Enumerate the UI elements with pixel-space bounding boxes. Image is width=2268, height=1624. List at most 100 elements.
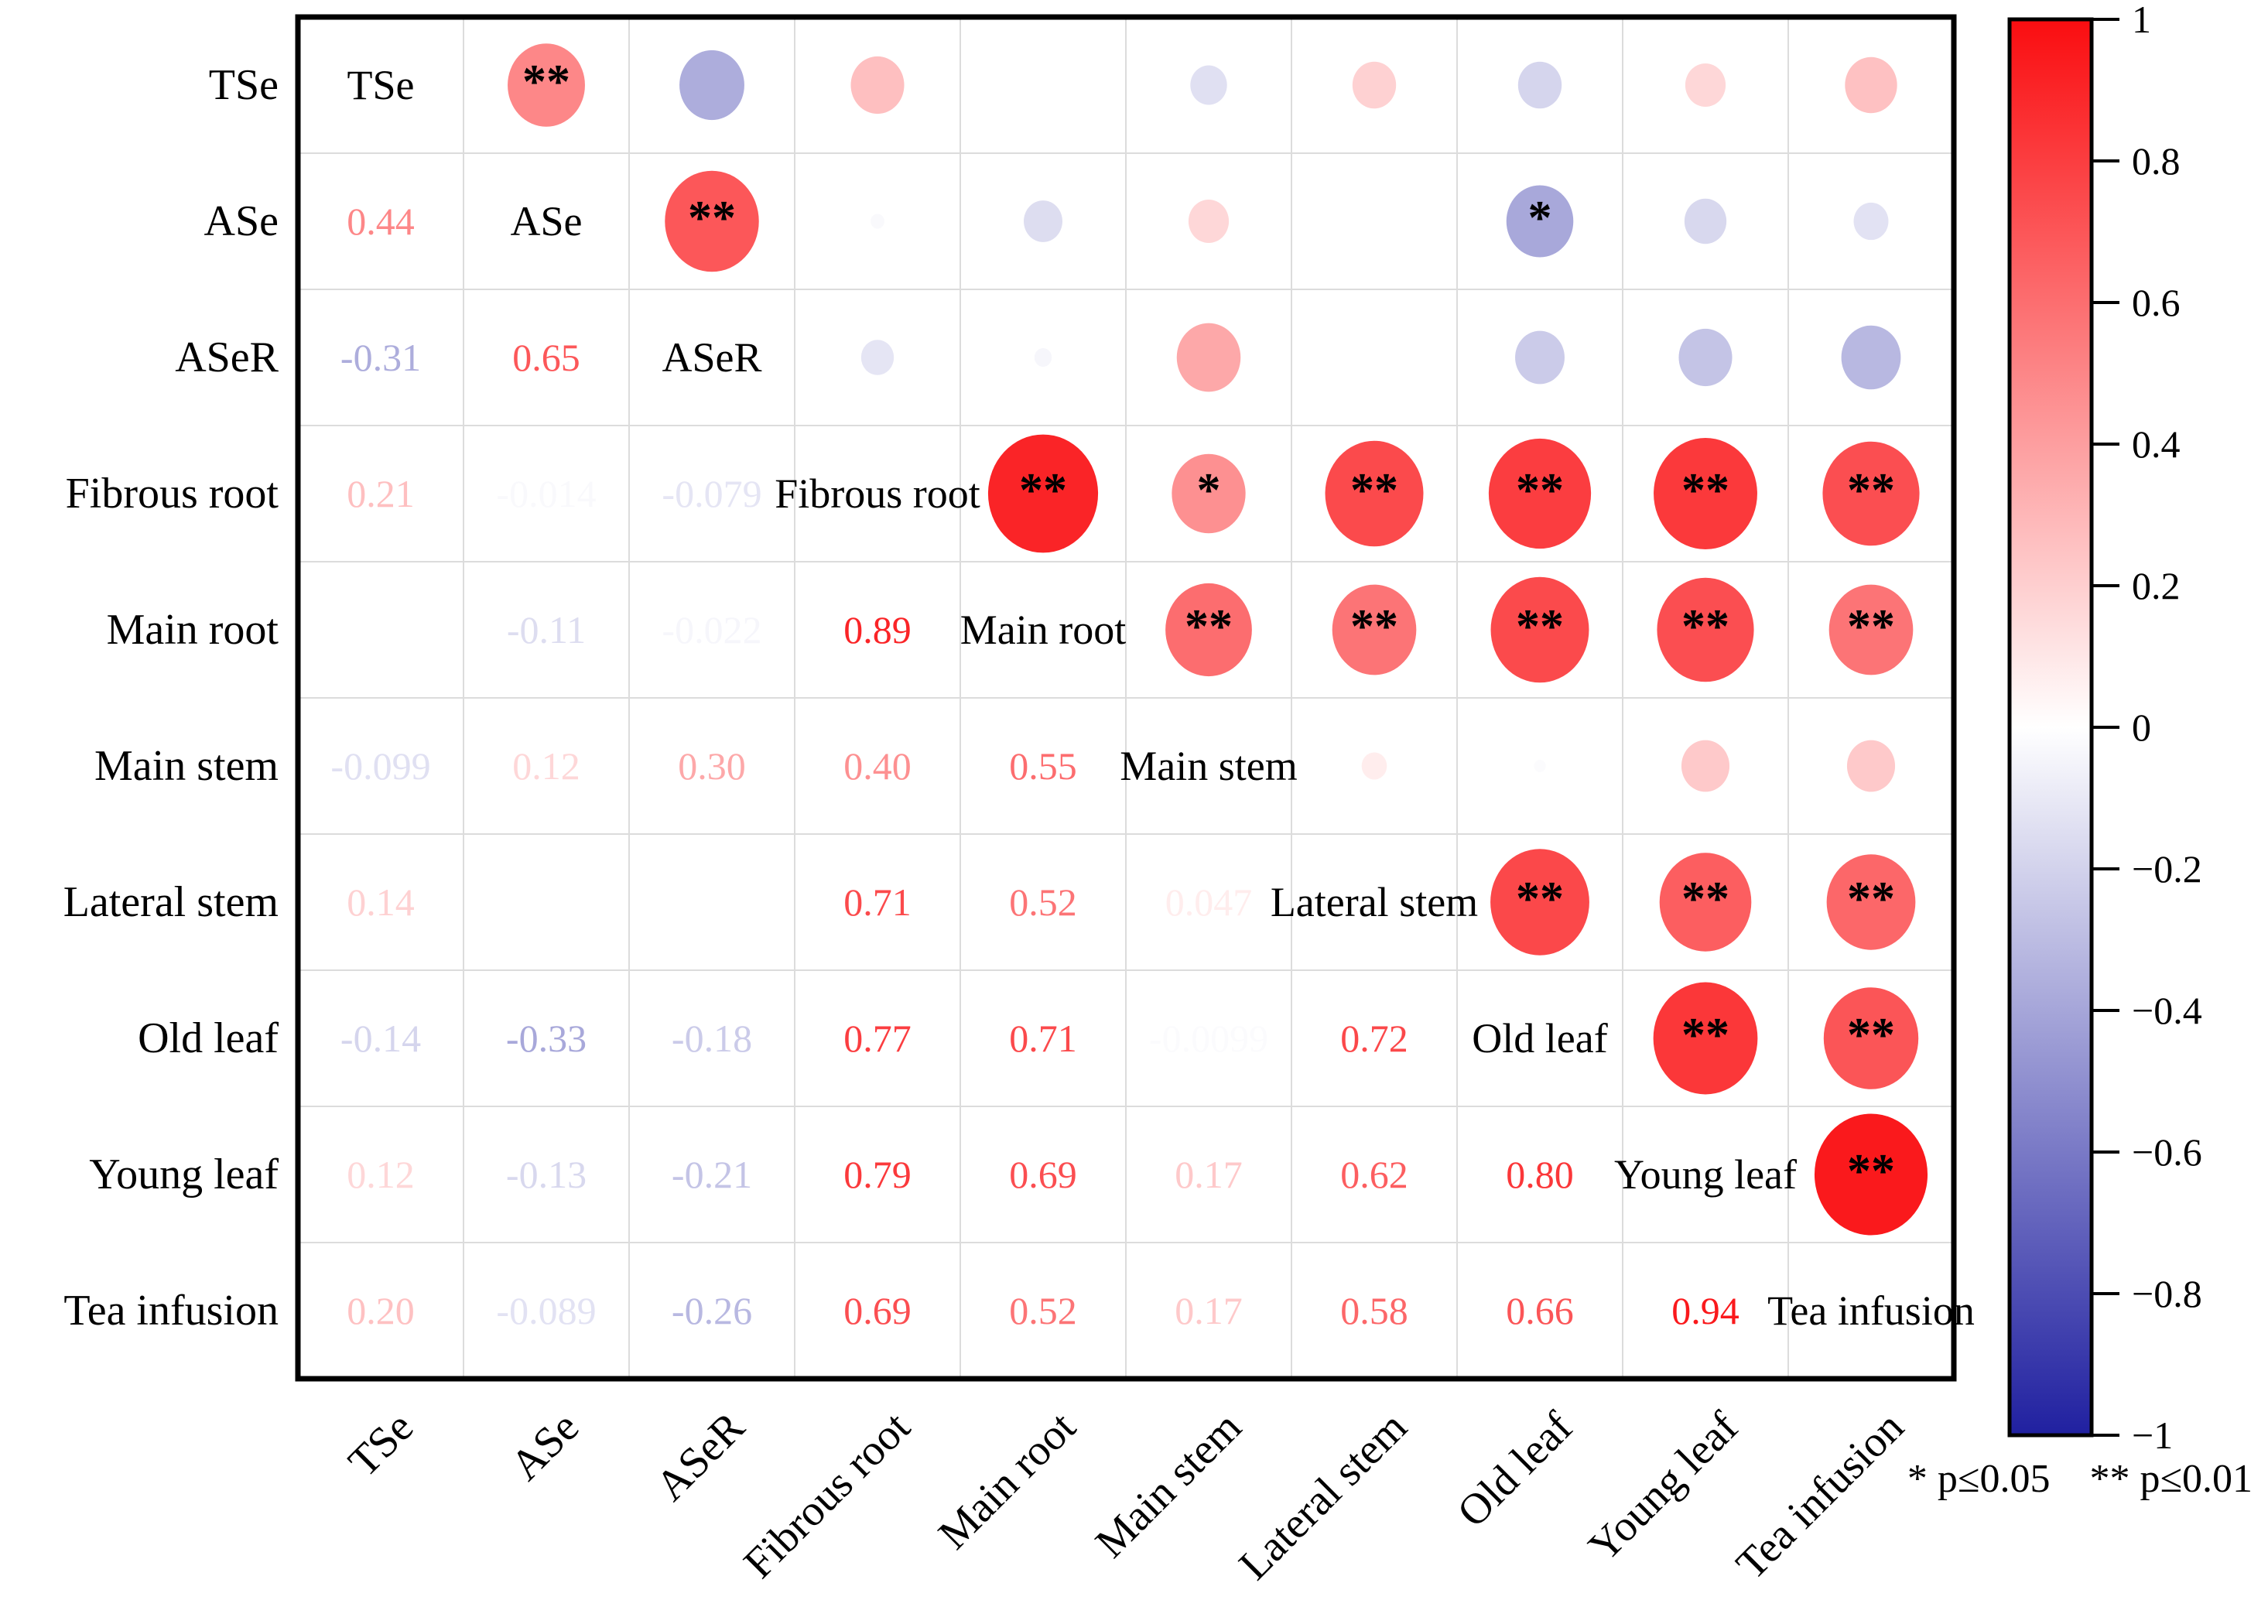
corr-value: 0.12 bbox=[512, 744, 580, 788]
corr-circle bbox=[850, 56, 905, 115]
corr-circle bbox=[987, 434, 1099, 553]
corr-circle bbox=[1490, 849, 1589, 956]
corr-circle bbox=[1488, 438, 1592, 549]
corr-value: -0.31 bbox=[340, 336, 421, 379]
column-label: Young leaf bbox=[1579, 1403, 1747, 1571]
corr-circle bbox=[1814, 1113, 1928, 1236]
column-label: Main stem bbox=[1086, 1403, 1250, 1567]
corr-value: 0.65 bbox=[512, 336, 580, 379]
corr-value: -0.079 bbox=[662, 472, 761, 515]
corr-value: 0.58 bbox=[1340, 1289, 1408, 1332]
significance-stars: ** bbox=[1681, 873, 1729, 925]
diagonal-label: Old leaf bbox=[1472, 1015, 1607, 1062]
column-label: Fibrous root bbox=[735, 1403, 920, 1588]
corr-circle bbox=[1190, 65, 1227, 105]
corr-value: 0.62 bbox=[1340, 1153, 1408, 1196]
significance-stars: ** bbox=[1516, 464, 1564, 517]
corr-circle bbox=[1678, 328, 1733, 387]
colorbar-tick-label: −0.6 bbox=[2132, 1130, 2202, 1174]
corr-circle bbox=[1332, 584, 1417, 675]
corr-circle bbox=[1188, 199, 1230, 244]
corr-value: -0.21 bbox=[672, 1153, 752, 1196]
corr-value: 0.66 bbox=[1506, 1289, 1574, 1332]
corr-value: -0.089 bbox=[496, 1289, 596, 1332]
corr-value: 0.14 bbox=[347, 880, 415, 924]
corr-value: 0.79 bbox=[843, 1153, 912, 1196]
corr-value: 0.52 bbox=[1009, 880, 1077, 924]
significance-stars: ** bbox=[522, 56, 570, 108]
corr-circle bbox=[1853, 202, 1889, 241]
column-label: ASeR bbox=[647, 1403, 754, 1510]
significance-stars: ** bbox=[1516, 873, 1564, 925]
significance-stars: ** bbox=[1681, 600, 1729, 653]
diagonal-label: Lateral stem bbox=[1271, 879, 1478, 925]
significance-stars: ** bbox=[688, 192, 736, 244]
corr-circle bbox=[1823, 987, 1919, 1089]
corr-value: -0.11 bbox=[507, 608, 586, 651]
colorbar-tick-label: −0.2 bbox=[2132, 847, 2202, 891]
corr-circle bbox=[1828, 584, 1914, 675]
corr-circle bbox=[1841, 325, 1901, 390]
corr-value: 0.94 bbox=[1671, 1289, 1739, 1332]
corr-value: 0.72 bbox=[1340, 1017, 1408, 1060]
significance-stars: * bbox=[1528, 192, 1552, 244]
corr-value: 0.80 bbox=[1506, 1153, 1574, 1196]
corr-value: 0.40 bbox=[843, 744, 912, 788]
corr-circle bbox=[1846, 740, 1896, 792]
colorbar-tick-label: −1 bbox=[2132, 1414, 2173, 1457]
corr-circle bbox=[1684, 198, 1727, 244]
corr-circle bbox=[1826, 854, 1916, 950]
corr-value: 0.71 bbox=[1009, 1017, 1077, 1060]
corr-value: 0.20 bbox=[347, 1289, 415, 1332]
corr-circle bbox=[1822, 441, 1920, 546]
corr-circle bbox=[1165, 583, 1252, 677]
corr-circle bbox=[1515, 330, 1565, 385]
corr-circle bbox=[1517, 61, 1562, 109]
row-label: Main root bbox=[107, 606, 279, 654]
corr-circle bbox=[679, 50, 744, 121]
corr-value: 0.89 bbox=[843, 608, 912, 651]
column-label: TSe bbox=[340, 1403, 423, 1486]
colorbar-tick-label: 0.8 bbox=[2132, 139, 2181, 183]
column-label: ASe bbox=[501, 1403, 588, 1489]
corr-value: 0.52 bbox=[1009, 1289, 1077, 1332]
colorbar-tick-label: 0.4 bbox=[2132, 422, 2181, 466]
row-label: Young leaf bbox=[89, 1150, 279, 1198]
corr-circle bbox=[1654, 438, 1757, 549]
significance-stars: ** bbox=[1019, 464, 1067, 517]
corr-circle bbox=[1506, 185, 1574, 258]
significance-stars: ** bbox=[1847, 1009, 1895, 1062]
corr-value: 0.047 bbox=[1165, 880, 1253, 924]
corr-value: 0.71 bbox=[843, 880, 912, 924]
corr-value: -0.18 bbox=[672, 1017, 752, 1060]
corr-circle bbox=[1534, 759, 1546, 773]
corr-value: 0.12 bbox=[347, 1153, 415, 1196]
row-label: Lateral stem bbox=[63, 878, 279, 926]
row-label: Main stem bbox=[94, 742, 279, 790]
column-label: Lateral stem bbox=[1230, 1403, 1417, 1589]
corr-circle bbox=[1490, 576, 1589, 683]
colorbar-tick-label: 0 bbox=[2132, 706, 2151, 749]
colorbar: 1 0.8 0.6 0.4 0.2 0 −0.2 −0.4 −0.6 −0.8 −1 bbox=[2007, 0, 2202, 1457]
corr-circle bbox=[1659, 853, 1752, 952]
corr-circle bbox=[665, 170, 759, 272]
column-label: Tea infusion bbox=[1727, 1403, 1913, 1588]
matrix-border bbox=[295, 14, 1957, 1382]
corr-value: -0.0099 bbox=[1149, 1017, 1268, 1060]
grid-layer bbox=[295, 14, 1957, 1382]
column-label: Main root bbox=[929, 1403, 1085, 1558]
colorbar-tick-label: 1 bbox=[2132, 0, 2151, 41]
significance-legend: * p≤0.05 ** p≤0.01 bbox=[1907, 1456, 2253, 1502]
diagonal-label: TSe bbox=[347, 62, 415, 108]
corr-circle bbox=[1176, 323, 1241, 392]
colorbar-tick-label: −0.8 bbox=[2132, 1272, 2202, 1315]
colorbar-tick-label: 0.2 bbox=[2132, 564, 2181, 607]
corr-circle bbox=[1352, 61, 1397, 109]
corr-value: 0.30 bbox=[678, 744, 746, 788]
corr-value: -0.14 bbox=[340, 1017, 421, 1060]
corr-circle bbox=[1361, 752, 1387, 780]
row-label: Fibrous root bbox=[66, 470, 279, 518]
significance-stars: ** bbox=[1681, 464, 1729, 517]
